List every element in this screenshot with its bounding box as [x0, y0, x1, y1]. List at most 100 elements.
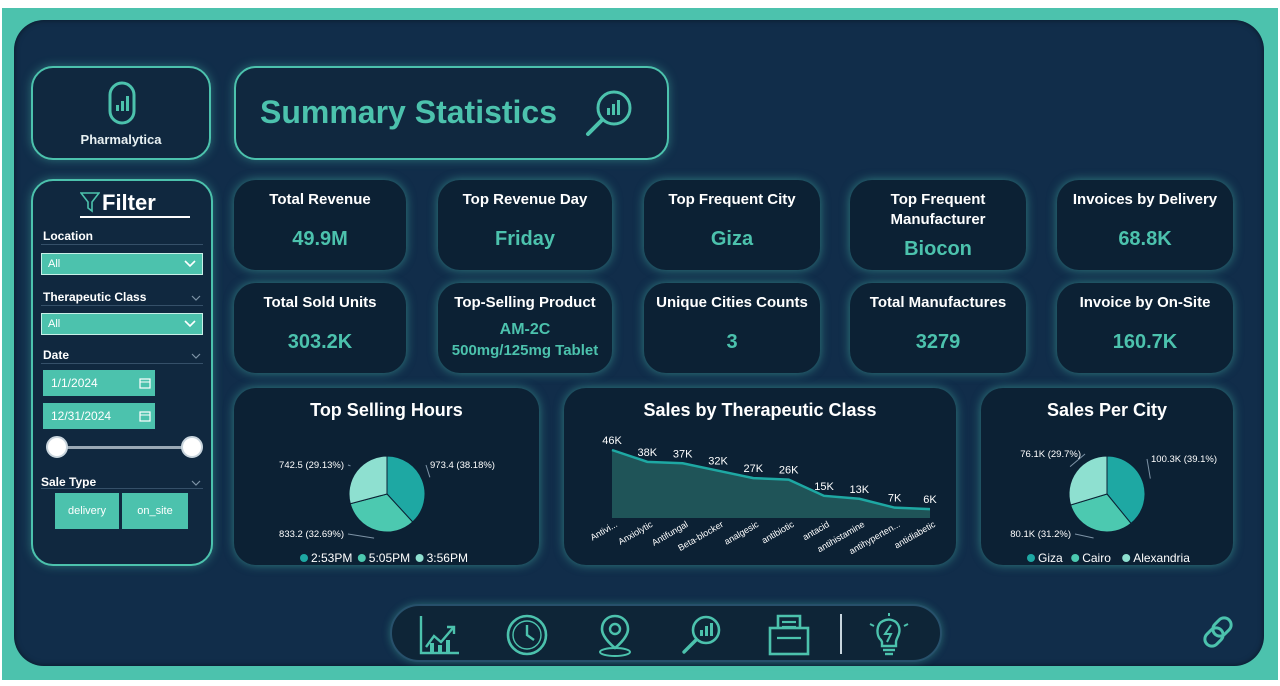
location-pin-icon[interactable] — [592, 612, 638, 658]
kpi-title-line1: Top Frequent — [890, 191, 986, 208]
date-range-slider-end-handle[interactable] — [181, 436, 203, 458]
x-tick-label: antibiotic — [760, 519, 796, 546]
kpi-top-revenue-day: Top Revenue Day Friday — [438, 180, 612, 270]
area-line — [611, 448, 931, 511]
growth-chart-icon[interactable] — [416, 612, 462, 658]
date-end-input[interactable]: 12/31/2024 — [43, 403, 135, 429]
kpi-unique-cities: Unique Cities Counts 3 — [644, 283, 820, 373]
pie-data-label: 80.1K (31.2%) — [1010, 529, 1071, 540]
therapeutic-divider — [41, 305, 203, 306]
logo-card[interactable]: Pharmalytica — [31, 66, 211, 160]
area-chart-sales-by-class[interactable]: 46K 38K 37K 32K 27K 26K 15K 13K 7K 6K Antivi...Anx… — [564, 388, 956, 565]
collapse-chevron-icon[interactable] — [191, 480, 201, 486]
location-select[interactable]: All — [41, 253, 203, 275]
location-select-value: All — [48, 258, 61, 270]
lightbulb-icon[interactable] — [866, 612, 912, 658]
collapse-chevron-icon[interactable] — [191, 353, 201, 359]
pie-slice — [1106, 455, 1146, 525]
pie-leader-line — [1146, 458, 1151, 479]
nav-divider — [840, 614, 842, 654]
chart-card-top-selling-hours: Top Selling Hours 973.4 (38.18%) 833.2 (3… — [234, 388, 539, 565]
kpi-title: Unique Cities Counts — [656, 294, 808, 311]
kpi-value: 303.2K — [287, 331, 353, 353]
sale-type-on-site-button[interactable]: on_site — [122, 493, 188, 529]
kpi-total-revenue: Total Revenue 49.9M — [234, 180, 406, 270]
pie-slice — [349, 493, 414, 533]
link-icon[interactable] — [1200, 614, 1236, 650]
filter-title: Filter — [102, 190, 156, 215]
location-divider — [41, 244, 203, 245]
kpi-title: Top Frequent City — [668, 191, 796, 208]
pie-leader-line — [425, 464, 431, 478]
kpi-value: Friday — [494, 228, 556, 250]
funnel-icon — [80, 192, 100, 213]
date-label: Date — [43, 348, 70, 362]
sale-type-delivery-button[interactable]: delivery — [55, 493, 119, 529]
kpi-title: Top Revenue Day — [462, 191, 588, 208]
date-range-slider-start-handle[interactable] — [46, 436, 68, 458]
therapeutic-select-value: All — [48, 318, 61, 330]
data-label: 38K — [638, 447, 658, 459]
legend-label: Cairo — [1082, 551, 1111, 565]
date-start-picker[interactable] — [135, 370, 155, 396]
pie-slice — [386, 455, 426, 523]
legend-label: Alexandria — [1133, 551, 1190, 565]
analytics-search-icon — [586, 90, 632, 136]
pie-data-label: 742.5 (29.13%) — [279, 460, 344, 471]
pie-leader-line — [1069, 453, 1086, 467]
pie-slice — [1068, 455, 1108, 506]
kpi-value: 3279 — [915, 331, 961, 353]
legend-marker — [300, 554, 308, 562]
x-tick-label: antidiabetic — [893, 519, 938, 551]
kpi-value: 160.7K — [1112, 331, 1178, 353]
calendar-icon — [139, 378, 151, 389]
page-title: Summary Statistics — [260, 94, 558, 130]
x-tick-label: analgesic — [722, 519, 760, 547]
date-range-slider-track[interactable] — [57, 446, 191, 449]
collapse-chevron-icon[interactable] — [191, 295, 201, 301]
date-end-picker[interactable] — [135, 403, 155, 429]
chart-title: Sales Per City — [1046, 400, 1168, 420]
therapeutic-class-select[interactable]: All — [41, 313, 203, 335]
date-start-input[interactable]: 1/1/2024 — [43, 370, 135, 396]
pie-leader-line — [1074, 533, 1094, 539]
analytics-search-icon[interactable] — [679, 612, 725, 658]
kpi-title: Invoice by On-Site — [1079, 294, 1211, 311]
pie-chart-sales-per-city[interactable]: 100.3K (39.1%) 80.1K (31.2%) 76.1K (29.7%)… — [981, 388, 1233, 565]
filter-title-underline — [80, 216, 190, 218]
kpi-value: Giza — [710, 228, 754, 250]
kpi-top-manufacturer: Top Frequent Manufacturer Biocon — [850, 180, 1026, 270]
pie-chart-top-selling-hours[interactable]: 973.4 (38.18%) 833.2 (32.69%) 742.5 (29.13… — [234, 388, 539, 565]
pie-data-label: 833.2 (32.69%) — [279, 529, 344, 540]
chart-title: Sales by Therapeutic Class — [643, 400, 877, 420]
kpi-title: Total Manufactures — [869, 294, 1007, 311]
location-label: Location — [43, 229, 93, 243]
kpi-value-line1: AM-2C — [499, 321, 551, 338]
clock-icon[interactable] — [504, 612, 550, 658]
dashboard-canvas: Pharmalytica Summary Statistics Filter L… — [14, 20, 1264, 666]
kpi-value: Biocon — [904, 238, 972, 260]
kpi-title: Total Revenue — [269, 191, 371, 208]
calendar-icon — [139, 411, 151, 422]
kpi-title: Total Sold Units — [263, 294, 377, 311]
data-label: 26K — [779, 465, 799, 477]
therapeutic-class-label: Therapeutic Class — [43, 290, 147, 304]
pie-data-label: 76.1K (29.7%) — [1020, 449, 1081, 460]
date-end-value: 12/31/2024 — [51, 409, 112, 423]
kpi-title: Top-Selling Product — [454, 294, 596, 311]
kpi-value-line2: 500mg/125mg Tablet — [451, 342, 599, 359]
chevron-down-icon — [184, 260, 196, 268]
legend-label: Giza — [1038, 551, 1063, 565]
kpi-title: Invoices by Delivery — [1072, 191, 1218, 208]
kpi-value: 3 — [726, 331, 738, 353]
sale-type-label: Sale Type — [41, 475, 97, 489]
data-label: 7K — [888, 493, 902, 505]
legend-label: 5:05PM — [369, 551, 410, 565]
invoice-icon[interactable] — [766, 612, 812, 658]
legend-label: 2:53PM — [311, 551, 352, 565]
data-label: 15K — [814, 481, 834, 493]
filter-panel: Filter Location All Therapeutic Class Al… — [31, 179, 213, 566]
pie-slice — [348, 455, 388, 505]
chart-card-sales-per-city: Sales Per City 100.3K (39.1%) 80.1K (31.2… — [981, 388, 1233, 565]
kpi-top-frequent-city: Top Frequent City Giza — [644, 180, 820, 270]
